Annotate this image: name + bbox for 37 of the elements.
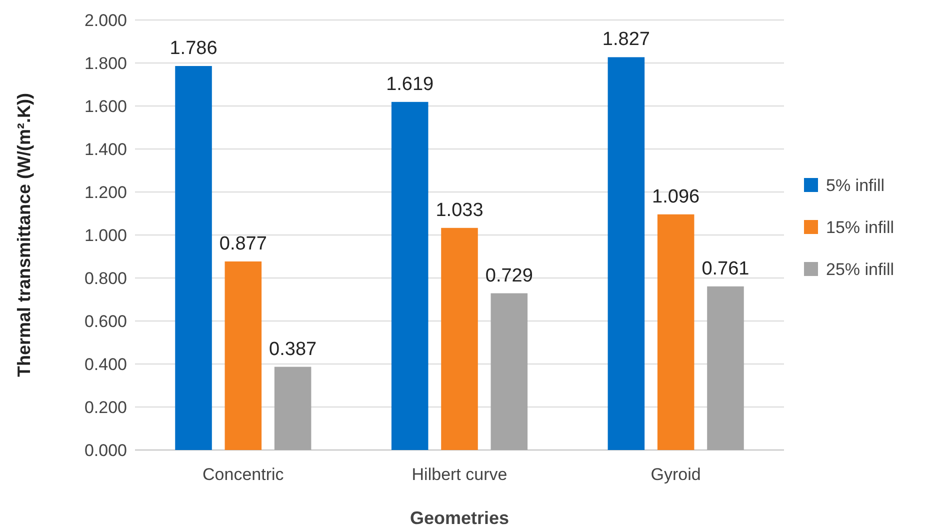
y-tick-label: 2.000 bbox=[84, 10, 127, 30]
y-tick-label: 1.400 bbox=[84, 140, 127, 159]
x-tick-label: Hilbert curve bbox=[412, 465, 508, 484]
legend-label: 25% infill bbox=[826, 260, 894, 279]
data-label: 1.033 bbox=[436, 200, 484, 221]
y-tick-label: 1.800 bbox=[84, 54, 127, 73]
data-label: 1.786 bbox=[170, 38, 218, 60]
y-tick-label: 0.200 bbox=[84, 398, 127, 417]
y-tick-label: 1.200 bbox=[84, 182, 127, 202]
legend-label: 15% infill bbox=[826, 218, 894, 237]
y-tick-label: 0.600 bbox=[84, 312, 127, 331]
bar bbox=[274, 366, 312, 450]
y-tick-label: 0.400 bbox=[84, 354, 127, 374]
y-tick-label: 0.800 bbox=[84, 268, 127, 288]
x-tick-label: Gyroid bbox=[650, 465, 701, 484]
data-label: 0.387 bbox=[269, 338, 317, 360]
x-axis-title: Geometries bbox=[410, 508, 510, 528]
y-axis-title: Thermal transmittance (W/(m².K)) bbox=[14, 92, 34, 378]
y-tick-label: 1.600 bbox=[84, 96, 127, 116]
x-tick-label: Concentric bbox=[202, 465, 284, 484]
bar bbox=[224, 261, 262, 450]
data-label: 0.729 bbox=[485, 265, 533, 286]
bar bbox=[707, 286, 744, 450]
bar bbox=[490, 293, 528, 450]
y-tick-label: 1.000 bbox=[84, 226, 127, 245]
data-label: 1.096 bbox=[652, 186, 700, 208]
data-label: 1.827 bbox=[602, 29, 650, 50]
y-tick-label: 0.000 bbox=[84, 440, 127, 460]
bar bbox=[175, 66, 212, 450]
bar bbox=[441, 228, 478, 450]
data-label: 0.761 bbox=[702, 258, 750, 280]
legend-label: 5% infill bbox=[826, 176, 885, 195]
data-label: 0.877 bbox=[219, 233, 267, 254]
data-label: 1.619 bbox=[386, 74, 434, 95]
bar bbox=[657, 214, 694, 450]
bar bbox=[608, 57, 645, 450]
bar bbox=[391, 102, 428, 450]
